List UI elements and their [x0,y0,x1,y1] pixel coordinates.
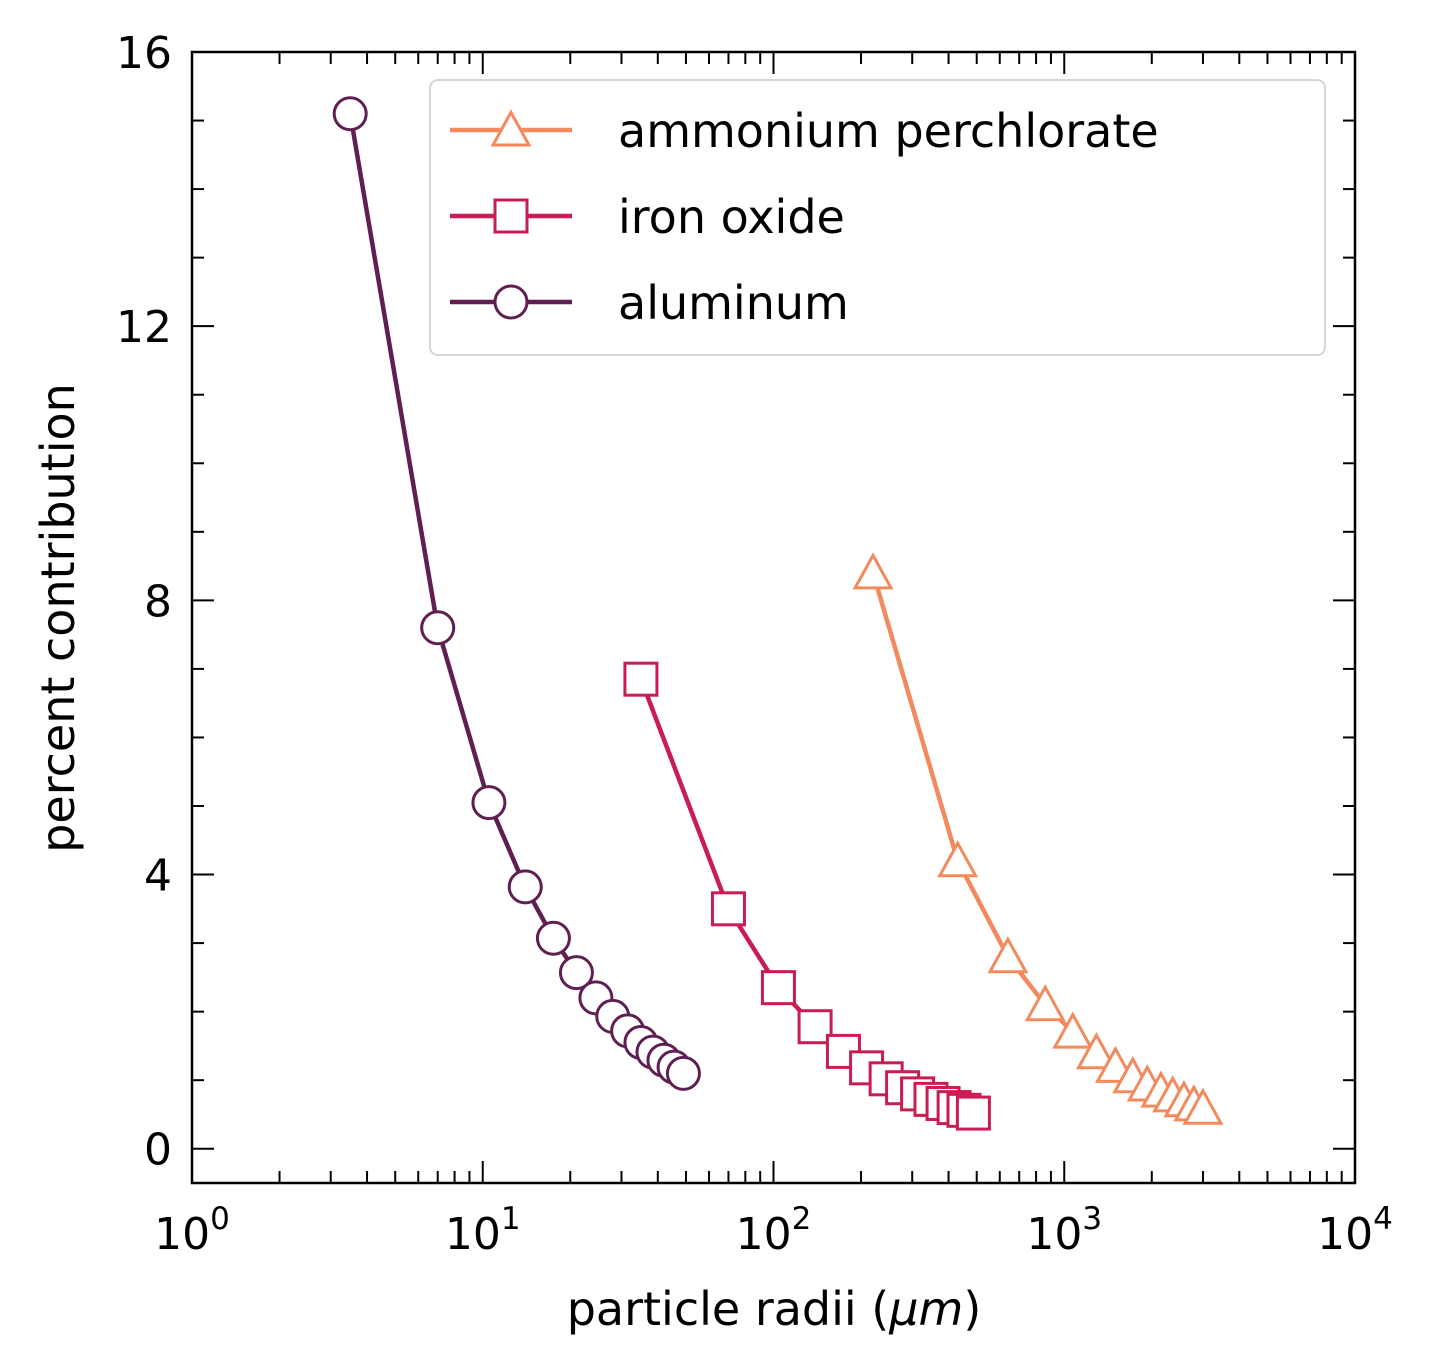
y-axis-label: percent contribution [31,383,85,853]
tick-labels: 100 101 102 103 104 0 4 8 12 16 [116,28,1393,1260]
data-point [1052,1011,1094,1049]
data-point [558,955,594,991]
x-axis-label-text: particle radii ( [567,1282,890,1336]
data-point [955,1095,991,1131]
legend-item: iron oxide [450,190,845,244]
series-ammonium-perchlorate [852,552,1224,1125]
x-axis-label-unit: μm [888,1282,963,1336]
series-line [870,572,1204,1111]
legend-label: ammonium perchlorate [618,104,1159,158]
axis-ticks [191,51,1356,1183]
y-tick-label: 12 [116,302,172,353]
legend-box [429,79,1326,356]
legend: ammonium perchlorate iron oxide aluminum [429,79,1326,356]
plot-frame [190,50,1357,1185]
series-aluminum [332,96,701,1091]
legend-marker [493,284,529,320]
x-tick-label: 100 [154,1201,230,1260]
data-point [987,936,1029,974]
y-tick-label: 8 [144,576,172,627]
data-point [797,1009,833,1045]
data-point [760,970,796,1006]
y-tick-label: 4 [144,851,172,902]
data-point [535,920,571,956]
legend-item: aluminum [450,276,849,330]
data-point [471,785,507,821]
x-tick-label: 102 [736,1201,812,1260]
data-point [623,661,659,697]
x-axis-label: particle radii (μm) [567,1282,982,1336]
x-axis-label-close: ) [963,1282,981,1336]
data-point [852,552,894,590]
legend-label: iron oxide [618,190,845,244]
x-tick-label: 103 [1026,1201,1102,1260]
x-tick-label: 104 [1317,1201,1393,1260]
legend-item: ammonium perchlorate [450,104,1159,158]
data-point [1075,1032,1117,1070]
data-point [332,96,368,132]
series-iron-oxide [623,661,991,1131]
data-point [1024,984,1066,1022]
data-point [420,610,456,646]
legend-label: aluminum [618,276,849,330]
data-point [937,840,979,878]
plot-series [332,96,1224,1131]
legend-marker [490,109,532,147]
data-point [665,1055,701,1091]
y-tick-label: 0 [144,1125,172,1176]
legend-marker [493,198,529,234]
x-tick-label: 101 [445,1201,521,1260]
data-point [710,891,746,927]
y-tick-label: 16 [116,28,172,79]
data-point [507,869,543,905]
data-point [1182,1087,1224,1125]
